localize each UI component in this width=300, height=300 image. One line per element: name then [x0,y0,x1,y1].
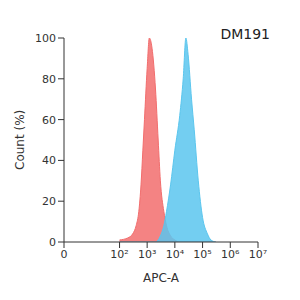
svg-text:40: 40 [42,154,56,167]
svg-text:10⁵: 10⁵ [193,248,211,261]
svg-text:60: 60 [42,114,56,127]
svg-text:100: 100 [35,32,56,45]
svg-text:10²: 10² [110,248,128,261]
svg-text:10⁴: 10⁴ [166,248,185,261]
svg-text:APC-A: APC-A [143,271,180,285]
html-text:DM191: DM191 [220,26,270,42]
svg-text:Count (%): Count (%) [13,110,27,170]
svg-text:20: 20 [42,195,56,208]
svg-text:80: 80 [42,73,56,86]
svg-text:10⁷: 10⁷ [249,248,267,261]
svg-text:0: 0 [61,248,68,261]
svg-text:10⁶: 10⁶ [221,248,240,261]
svg-text:10³: 10³ [138,248,156,261]
svg-text:0: 0 [49,236,56,249]
